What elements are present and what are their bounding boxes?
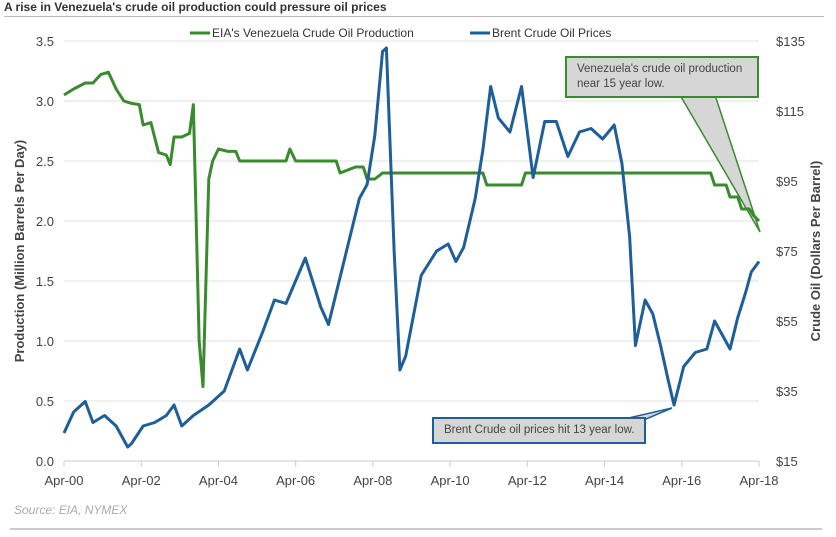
- y2-axis-label: Crude Oil (Dollars Per Barrel): [808, 161, 823, 342]
- x-tick-label: Apr-04: [199, 473, 238, 488]
- y2-tick-label: $135: [776, 34, 805, 49]
- y2-tick-label: $35: [776, 384, 798, 399]
- y-axis-label: Production (Million Barrels Per Day): [12, 140, 27, 363]
- y2-tick-label: $55: [776, 314, 798, 329]
- x-tick-label: Apr-16: [662, 473, 701, 488]
- y-tick-label: 3.5: [36, 34, 54, 49]
- legend-label: Brent Crude Oil Prices: [492, 26, 611, 40]
- x-tick-label: Apr-02: [122, 473, 161, 488]
- legend-label: EIA's Venezuela Crude Oil Production: [212, 26, 414, 40]
- y-tick-label: 2.0: [36, 214, 54, 229]
- y2-tick-label: $115: [776, 104, 804, 119]
- x-tick-label: Apr-12: [508, 473, 547, 488]
- y2-tick-label: $95: [776, 174, 798, 189]
- divider: [10, 528, 822, 530]
- y-tick-label: 0.0: [36, 454, 54, 469]
- divider: [4, 16, 824, 17]
- brent-price-line: [62, 46, 761, 449]
- brent-annotation: Brent Crude oil prices hit 13 year low.: [432, 417, 647, 444]
- y-tick-label: 3.0: [36, 94, 54, 109]
- chart-title: A rise in Venezuela's crude oil producti…: [4, 0, 387, 14]
- y2-tick-label: $15: [776, 454, 798, 469]
- x-tick-label: Apr-06: [276, 473, 315, 488]
- x-tick-label: Apr-08: [353, 473, 392, 488]
- production-callout-pointer: [678, 94, 761, 233]
- production-annotation: Venezuela's crude oil production near 15…: [565, 56, 759, 98]
- x-tick-label: Apr-18: [739, 473, 778, 488]
- y-tick-label: 1.5: [36, 274, 54, 289]
- y2-tick-label: $75: [776, 244, 798, 259]
- x-tick-label: Apr-00: [44, 473, 83, 488]
- y-tick-label: 2.5: [36, 154, 54, 169]
- x-tick-label: Apr-10: [431, 473, 470, 488]
- production-line: [63, 70, 761, 389]
- x-tick-label: Apr-14: [585, 473, 624, 488]
- y-tick-label: 0.5: [36, 394, 54, 409]
- source-note: Source: EIA, NYMEX: [14, 503, 128, 517]
- y-tick-label: 1.0: [36, 334, 54, 349]
